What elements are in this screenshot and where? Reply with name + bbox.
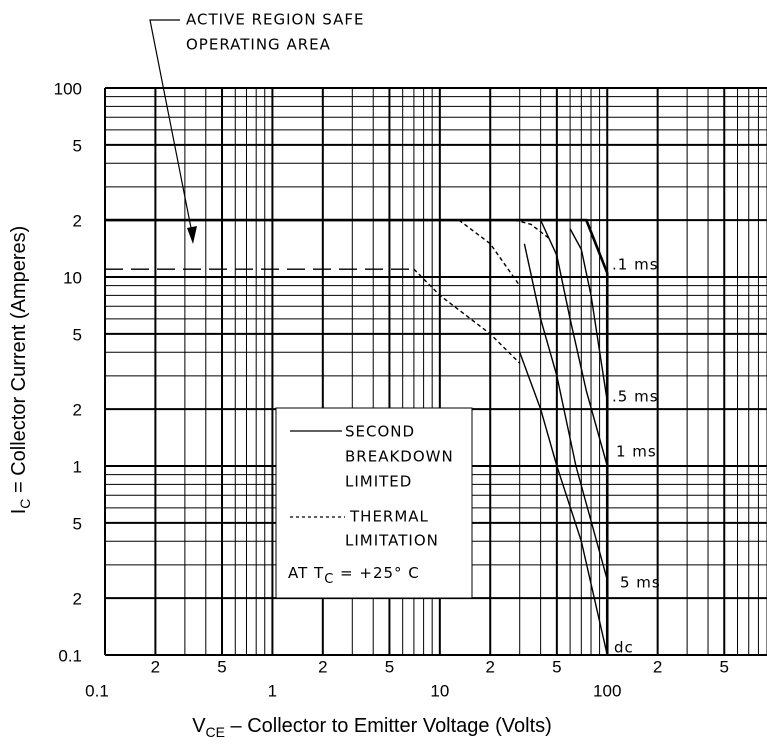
- curves: [105, 218, 609, 656]
- x-tick-label: 2: [653, 657, 662, 676]
- y-tick-label: 1: [73, 457, 82, 476]
- x-axis-label: VCE – Collector to Emitter Voltage (Volt…: [192, 715, 552, 739]
- y-label-rest: = Collector Current (Amperes): [8, 226, 30, 499]
- x-tick-label: 5: [217, 657, 226, 676]
- y-tick-label: 5: [73, 514, 82, 533]
- curve: [458, 219, 521, 287]
- y-tick-label: 0.1: [58, 646, 82, 665]
- curve: [514, 219, 550, 239]
- curve: [539, 219, 608, 467]
- x-label-main: V: [192, 715, 206, 737]
- y-tick-label: 2: [73, 590, 82, 609]
- legend-condition-main: AT T: [288, 564, 324, 582]
- curve-label: .5 ms: [612, 388, 659, 406]
- x-tick-label: 5: [720, 657, 729, 676]
- x-tick-label: 5: [385, 657, 394, 676]
- annotation: OPERATING AREA: [186, 36, 331, 54]
- curve: [569, 228, 608, 402]
- legend-box: [275, 407, 473, 599]
- y-tick-label: 100: [54, 79, 82, 98]
- curve: [519, 351, 608, 656]
- x-tick-label: 10: [430, 681, 449, 700]
- curve-label: dc: [614, 639, 634, 657]
- arrow-head: [187, 226, 197, 244]
- y-label-main: I: [8, 509, 30, 515]
- x-tick-label: 2: [485, 657, 494, 676]
- x-tick-label: 2: [318, 657, 327, 676]
- x-tick-label: 0.1: [85, 681, 109, 700]
- annotation: ACTIVE REGION SAFE: [186, 11, 364, 29]
- x-label-rest: – Collector to Emitter Voltage (Volts): [225, 715, 552, 737]
- legend-text: BREAKDOWN: [345, 448, 454, 466]
- x-label-sub: CE: [206, 724, 225, 740]
- y-label-sub: C: [17, 499, 33, 509]
- legend-condition-rest: = +25° C: [334, 564, 420, 582]
- y-tick-label: 2: [73, 401, 82, 420]
- y-tick-label: 5: [73, 325, 82, 344]
- legend-text: LIMITATION: [345, 532, 439, 550]
- y-tick-label: 2: [73, 212, 82, 231]
- legend-text: SECOND: [345, 423, 415, 441]
- y-axis-label: IC = Collector Current (Amperes): [8, 226, 32, 515]
- legend-condition-sub: C: [324, 572, 334, 587]
- curve-label: .1 ms: [612, 256, 659, 274]
- legend-condition: AT TC = +25° C: [288, 564, 420, 587]
- legend-text: LIMITED: [345, 473, 412, 491]
- x-tick-label: 100: [593, 681, 621, 700]
- y-tick-label: 5: [73, 136, 82, 155]
- curve-label: 1 ms: [616, 443, 657, 461]
- curve-label: 5 ms: [620, 574, 661, 592]
- curve: [523, 243, 608, 580]
- legend-text: THERMAL: [349, 508, 429, 526]
- x-tick-label: 5: [552, 657, 561, 676]
- x-tick-label: 2: [151, 657, 160, 676]
- x-tick-label: 1: [268, 681, 277, 700]
- annotation-arrow: [149, 19, 194, 239]
- curve: [413, 268, 521, 364]
- y-tick-label: 10: [63, 268, 82, 287]
